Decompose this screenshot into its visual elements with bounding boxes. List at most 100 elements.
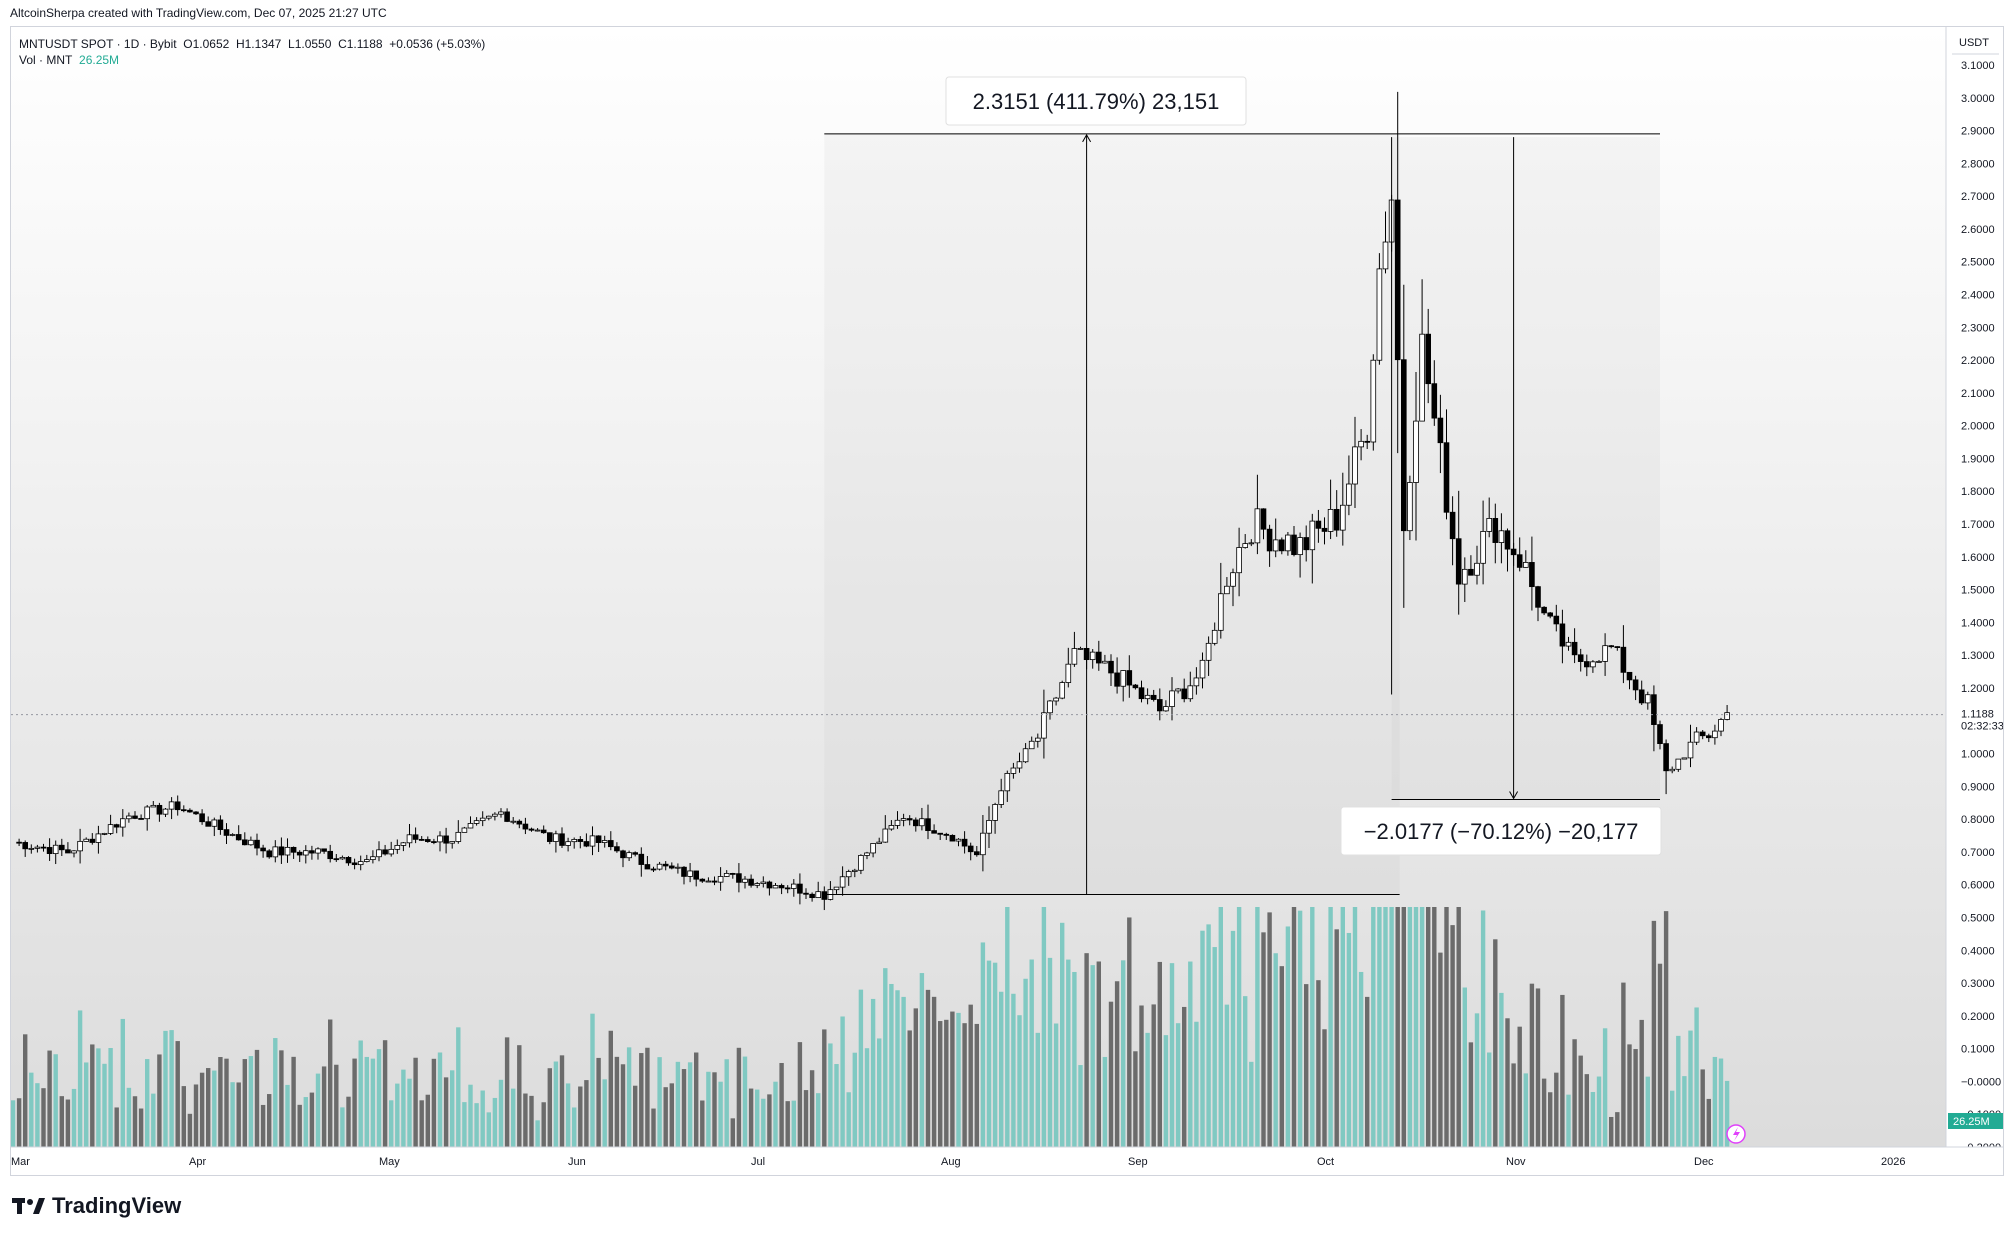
candle	[1181, 678, 1188, 703]
candle-body	[290, 846, 297, 853]
candle-body	[52, 844, 59, 855]
candle	[52, 840, 59, 865]
candle	[730, 872, 736, 879]
candle	[1120, 670, 1127, 702]
candle	[608, 831, 614, 851]
rise-measure-label[interactable]: 2.3151 (411.79%) 23,151	[945, 76, 1247, 126]
price-tick-label: 2.6000	[1961, 224, 1995, 236]
volume-bar	[84, 1062, 89, 1147]
candle-body	[1144, 694, 1151, 700]
candle-body	[699, 878, 706, 882]
volume-bar	[145, 1059, 150, 1147]
candle	[540, 825, 547, 834]
candle	[1236, 527, 1242, 597]
volume-bar	[1163, 1035, 1169, 1147]
price-axis-background[interactable]	[1946, 27, 2004, 1147]
volume-bar	[1505, 1018, 1510, 1147]
volume-bar	[809, 1070, 815, 1147]
volume-bar	[1096, 961, 1101, 1147]
volume-bar	[651, 1108, 656, 1147]
candle	[1657, 720, 1663, 750]
volume-bar	[883, 968, 888, 1147]
candle-body	[412, 834, 419, 840]
price-tick-label: 0.5000	[1961, 912, 1995, 924]
candle	[1687, 724, 1694, 768]
candle-body	[1535, 586, 1541, 608]
legend-volume-row: Vol · MNT 26.25M	[19, 52, 485, 68]
volume-bar	[1572, 1039, 1577, 1147]
volume-bar	[822, 1029, 827, 1147]
candle-body	[894, 819, 901, 826]
candle	[900, 813, 907, 827]
candle	[315, 847, 321, 860]
candle-body	[1651, 694, 1657, 725]
price-tick-label: 2.4000	[1961, 290, 1995, 302]
price-chart[interactable]: 2.3151 (411.79%) 23,151 −2.0177 (−70.12%)…	[11, 27, 2004, 1176]
candle	[1199, 652, 1206, 689]
candle	[449, 841, 455, 849]
candle	[1059, 680, 1066, 700]
time-tick-label: Aug	[941, 1156, 961, 1168]
candle	[1638, 680, 1645, 706]
candle	[1218, 562, 1224, 639]
candle-body	[1059, 682, 1066, 699]
decline-measure-label[interactable]: −2.0177 (−70.12%) −20,177	[1340, 806, 1662, 856]
candle-body	[1010, 767, 1017, 774]
volume-bar	[1548, 1092, 1553, 1147]
chart-pane[interactable]: 2.3151 (411.79%) 23,151 −2.0177 (−70.12%)…	[10, 26, 2004, 1176]
legend-volume-value: 26.25M	[79, 53, 120, 67]
candle	[138, 814, 144, 820]
candle	[949, 834, 956, 842]
candle-body	[77, 840, 83, 852]
candle-body	[675, 866, 681, 869]
candle-body	[742, 878, 748, 883]
candle-body	[1321, 527, 1328, 532]
volume-bar	[248, 1056, 254, 1147]
tradingview-logo[interactable]: TradingView	[12, 1193, 181, 1219]
volume-bar	[1127, 917, 1132, 1147]
volume-bar	[41, 1088, 46, 1147]
volume-bar	[999, 991, 1004, 1147]
volume-bar	[907, 1030, 912, 1147]
candle-body	[59, 844, 65, 851]
candle-body	[809, 893, 815, 899]
currency-label[interactable]: USDT	[1959, 37, 1989, 49]
candle-body	[162, 808, 169, 815]
volume-bar	[730, 1118, 735, 1147]
legend-volume-label[interactable]: Vol · MNT	[19, 53, 73, 67]
time-axis-background[interactable]	[11, 1147, 2004, 1176]
volume-bar	[1047, 957, 1053, 1147]
volume-bar	[1273, 953, 1278, 1147]
volume-bar	[1145, 1032, 1150, 1147]
candle-body	[656, 863, 663, 870]
volume-bar	[1121, 960, 1126, 1147]
candle	[711, 876, 718, 886]
candle	[345, 856, 352, 866]
candle-body	[71, 850, 77, 854]
candle	[77, 828, 83, 864]
candle-body	[126, 815, 132, 820]
lightning-icon[interactable]	[1726, 1124, 1746, 1144]
volume-bar	[382, 1040, 388, 1147]
tradingview-logo-text: TradingView	[52, 1193, 182, 1218]
candle-body	[1352, 446, 1358, 485]
volume-bar	[1316, 980, 1321, 1147]
candle-body	[992, 804, 998, 821]
candle-body	[1205, 642, 1212, 661]
candle	[1022, 743, 1029, 764]
candle	[1114, 657, 1120, 694]
candle-body	[40, 846, 47, 849]
volume-bar	[877, 1038, 882, 1147]
candle-body	[693, 870, 699, 880]
candle	[473, 817, 480, 826]
candle-body	[736, 873, 742, 883]
legend-symbol[interactable]: MNTUSDT SPOT · 1D · Bybit	[19, 37, 177, 51]
candle	[601, 835, 608, 848]
candle-body	[510, 820, 516, 823]
candle-body	[626, 852, 632, 859]
candle	[1370, 354, 1377, 451]
candle-body	[1645, 694, 1651, 704]
volume-bar	[1102, 1056, 1108, 1147]
candle-body	[1309, 520, 1316, 551]
volume-bar	[1700, 1069, 1705, 1147]
